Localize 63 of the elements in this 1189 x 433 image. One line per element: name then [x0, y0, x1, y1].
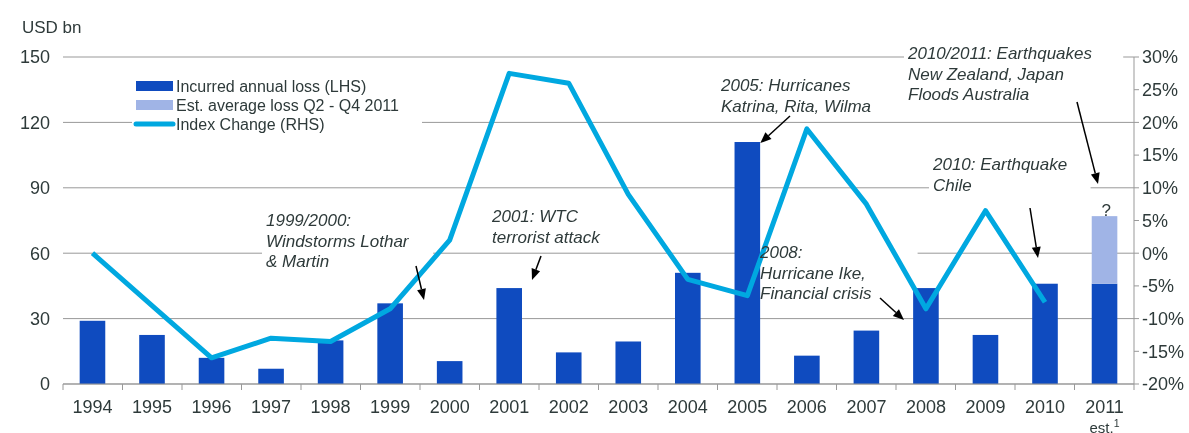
- bar: [734, 142, 761, 384]
- x-tick-label: 2010: [1024, 397, 1066, 417]
- annotation: 2010: Earthquake Chile: [932, 155, 1068, 195]
- y2-tick-label: 5%: [1142, 210, 1169, 231]
- y2-tick-label: -20%: [1142, 374, 1185, 395]
- annotation: 1999/2000: Windstorms Lothar & Martin: [266, 211, 410, 271]
- x-tick-label: 2008: [905, 397, 946, 417]
- x-tick-label: 2005: [727, 397, 768, 417]
- bar: [198, 357, 225, 384]
- y-tick-label: 120: [19, 112, 50, 133]
- bar: [675, 272, 701, 384]
- y2-tick-label: 20%: [1142, 112, 1179, 133]
- y2-tick-label: -10%: [1142, 308, 1185, 329]
- bar: [794, 355, 820, 384]
- y-tick-label: 0: [39, 374, 50, 395]
- bar: [79, 320, 106, 384]
- annotation: ?: [1101, 201, 1111, 221]
- bar: [317, 340, 344, 384]
- legend-label: Incurred annual loss (LHS): [176, 77, 367, 95]
- bar: [1032, 283, 1058, 384]
- legend-label: Index Change (RHS): [176, 115, 325, 133]
- bar: [258, 368, 284, 384]
- y2-tick-label: -5%: [1142, 276, 1175, 297]
- bar: [496, 288, 522, 384]
- annotation: 2001: WTC terrorist attack: [491, 207, 602, 247]
- annotation: 2010/2011: Earthquakes New Zealand, Japan Floods Australia: [907, 44, 1093, 104]
- y-tick-label: 90: [29, 178, 50, 199]
- x-tick-label: 2006: [786, 397, 827, 417]
- x-tick-label: 2009: [965, 397, 1006, 417]
- y2-tick-label: 15%: [1142, 145, 1179, 166]
- x-tick-label: 2003: [608, 397, 649, 417]
- y-axis-title: USD bn: [22, 18, 82, 37]
- bar: [853, 330, 880, 384]
- y2-tick-label: 0%: [1142, 243, 1169, 264]
- legend-label: Est. average loss Q2 - Q4 2011: [176, 96, 400, 114]
- bar: [615, 341, 642, 384]
- x-tick-label: 1997: [251, 397, 292, 417]
- bar: [377, 303, 403, 384]
- y2-tick-label: 30%: [1142, 47, 1179, 68]
- x-tick-label: 1995: [131, 397, 173, 417]
- x-tick-label: 2001: [489, 397, 530, 417]
- bar: [436, 361, 463, 384]
- x-tick-label: 1994: [72, 397, 113, 417]
- x-tick-label: 2002: [548, 397, 589, 417]
- y2-tick-label: -15%: [1142, 341, 1185, 362]
- x-tick-label: 1996: [191, 397, 232, 417]
- y-tick-label: 30: [29, 308, 50, 329]
- y-tick-label: 150: [19, 47, 50, 68]
- bar: [972, 334, 999, 384]
- x-tick-label: 1998: [310, 397, 351, 417]
- x-tick-label: 2000: [429, 397, 470, 417]
- bar: [555, 352, 582, 384]
- x-tick-label: 2004: [667, 397, 708, 417]
- bar: [1091, 283, 1118, 384]
- bar: [913, 288, 939, 384]
- y2-tick-label: 10%: [1142, 178, 1179, 199]
- x-tick-label: 1999: [370, 397, 411, 417]
- bar: [139, 334, 165, 384]
- y2-tick-label: 25%: [1142, 80, 1179, 100]
- annotation: 2005: Hurricanes Katrina, Rita, Wilma: [720, 76, 872, 116]
- x-tick-label: 2007: [846, 397, 887, 417]
- y-tick-label: 60: [29, 243, 50, 264]
- x-tick-label: 2011 est.$^{1}$: [1085, 397, 1124, 433]
